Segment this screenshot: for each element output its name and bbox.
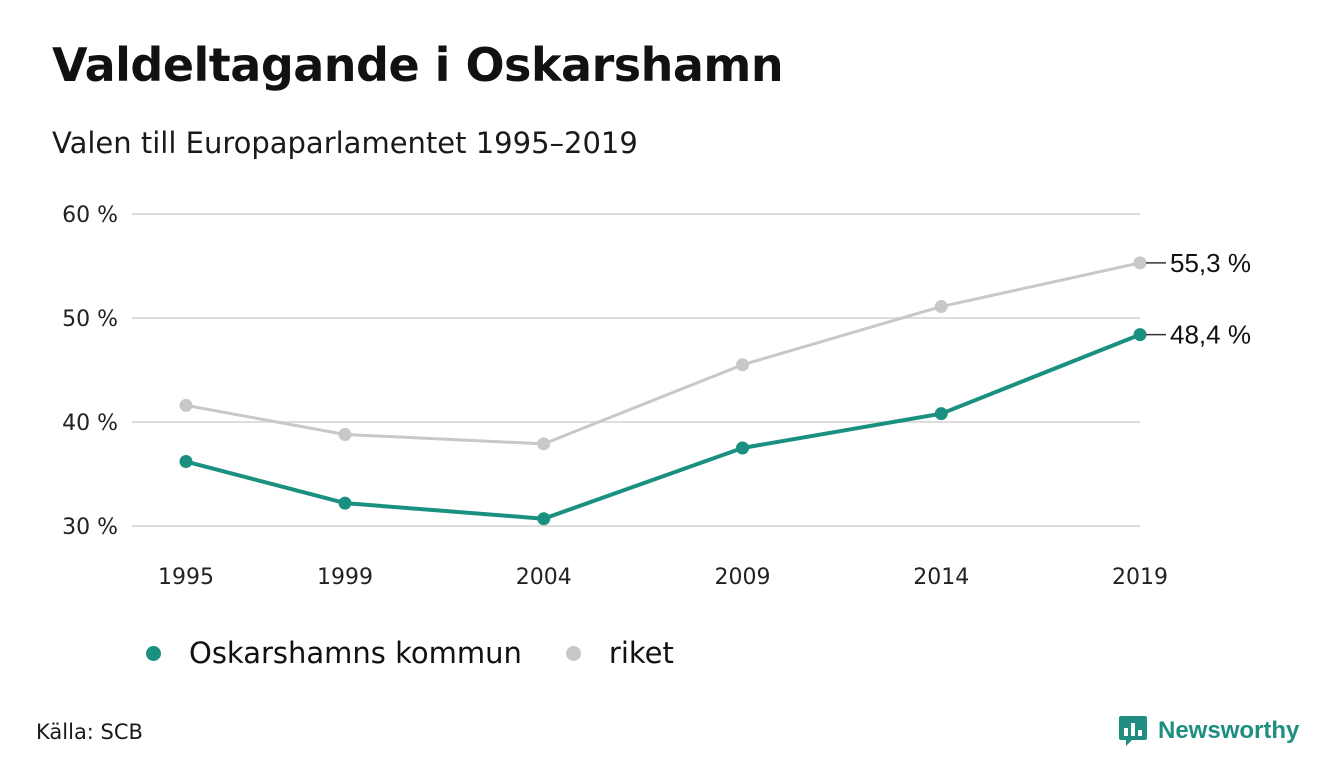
legend-label-riket: riket	[608, 636, 674, 670]
data-point-riket	[537, 437, 551, 451]
legend: Oskarshamns kommun riket	[146, 636, 718, 670]
x-axis-ticks: 1995 1999 2004 2009 2014 2019	[158, 565, 1168, 590]
brand-logo: Newsworthy	[1118, 714, 1299, 748]
chart-subtitle: Valen till Europaparlamentet 1995–2019	[52, 126, 638, 160]
chart-title: Valdeltagande i Oskarshamn	[52, 38, 784, 92]
data-point-kommun	[934, 407, 948, 421]
legend-marker-riket	[565, 645, 581, 661]
legend-item-riket: riket	[565, 636, 674, 670]
x-tick-label: 1995	[158, 565, 214, 590]
series-line-kommun	[185, 332, 1141, 521]
y-tick-label: 60 %	[62, 203, 118, 228]
end-label-riket: 55,3 %	[1170, 248, 1251, 278]
end-labels: 55,3 % 48,4 %	[1146, 248, 1251, 350]
x-tick-label: 2004	[516, 565, 572, 590]
x-tick-label: 2019	[1112, 565, 1168, 590]
y-tick-label: 40 %	[62, 411, 118, 436]
x-tick-label: 1999	[317, 565, 373, 590]
y-tick-label: 30 %	[62, 515, 118, 540]
series-line-riket	[185, 261, 1141, 446]
y-tick-label: 50 %	[62, 307, 118, 332]
y-axis-ticks: 30 % 40 % 50 % 60 %	[62, 203, 118, 540]
source-note: Källa: SCB	[36, 720, 143, 744]
data-point-riket	[179, 398, 193, 412]
data-point-riket	[736, 358, 749, 372]
legend-label-kommun: Oskarshamns kommun	[189, 636, 522, 670]
data-point-kommun	[338, 496, 352, 510]
series-lines	[179, 256, 1147, 526]
data-point-riket	[934, 300, 948, 314]
grid-lines	[132, 213, 1140, 527]
end-label-kommun: 48,4 %	[1170, 320, 1251, 350]
legend-marker-kommun	[146, 645, 161, 661]
data-point-kommun	[537, 512, 551, 526]
newsworthy-icon	[1119, 716, 1147, 746]
brand-name: Newsworthy	[1158, 717, 1300, 744]
legend-item-kommun: Oskarshamns kommun	[146, 636, 522, 670]
data-point-kommun	[1133, 328, 1147, 342]
x-tick-label: 2009	[715, 565, 771, 590]
data-point-kommun	[736, 441, 749, 455]
x-tick-label: 2014	[913, 565, 969, 590]
data-point-kommun	[179, 455, 193, 469]
data-point-riket	[338, 427, 352, 441]
data-point-riket	[1133, 256, 1147, 270]
